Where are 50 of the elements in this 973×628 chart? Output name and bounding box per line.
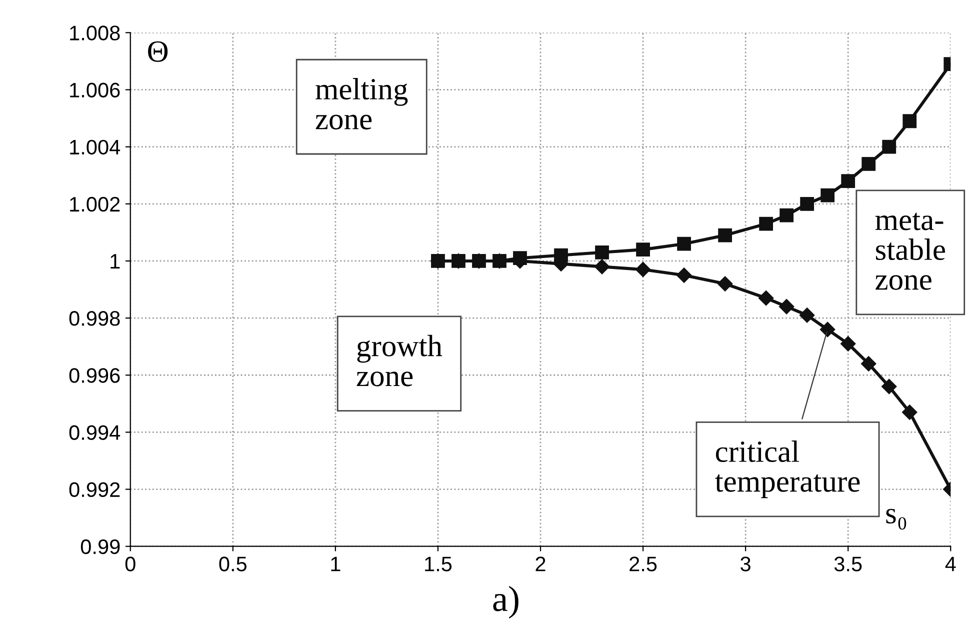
x-axis-title: s₀: [886, 508, 906, 530]
point: [840, 336, 856, 352]
x-tick-label: 2: [536, 556, 546, 572]
point: [882, 378, 897, 394]
point: [820, 322, 836, 338]
y-tick-label: 1.008: [70, 26, 120, 40]
x-tick-label: 0: [125, 556, 136, 572]
x-tick-label: 4: [945, 556, 956, 572]
annotation: critical temperature: [715, 440, 860, 498]
point: [841, 174, 856, 188]
y-axis-title: Θ: [148, 41, 168, 62]
y-tick-label: 0.99: [80, 539, 120, 554]
point: [902, 404, 918, 420]
point: [759, 216, 774, 231]
x-tick-label: 2.5: [630, 556, 657, 572]
y-tick-label: 0.998: [69, 311, 120, 326]
x-tick-label: 3.5: [834, 556, 862, 572]
annotation: melting zone: [316, 78, 408, 130]
annotation: meta- stable zone: [875, 212, 945, 290]
point: [676, 268, 692, 283]
point: [636, 242, 650, 256]
y-tick-label: 0.996: [69, 368, 120, 383]
x-tick-label: 1.5: [425, 556, 452, 572]
point: [758, 290, 774, 306]
point: [594, 259, 610, 274]
point: [882, 140, 896, 154]
y-tick-label: 0.994: [69, 425, 120, 440]
point: [677, 236, 691, 251]
text: a): [493, 586, 518, 619]
point: [635, 262, 651, 278]
x-tick-label: 3: [740, 556, 750, 572]
point: [779, 299, 794, 314]
point: [595, 245, 609, 260]
point: [718, 228, 732, 242]
point: [862, 156, 876, 171]
y-tick-label: 1.006: [70, 82, 120, 98]
x-tick-label: 0.5: [219, 556, 247, 572]
x-tick-label: 1: [331, 556, 340, 572]
point: [902, 114, 917, 128]
y-tick-label: 1.004: [70, 140, 120, 155]
point: [800, 308, 815, 323]
point: [820, 188, 835, 202]
y-tick-label: 0.992: [69, 482, 120, 498]
point: [861, 356, 876, 372]
annotation: growth zone: [356, 334, 442, 386]
point: [800, 196, 814, 211]
y-tick-label: 1.002: [70, 196, 120, 212]
point: [780, 208, 794, 222]
y-tick-label: 1: [110, 254, 120, 269]
point: [717, 276, 733, 292]
